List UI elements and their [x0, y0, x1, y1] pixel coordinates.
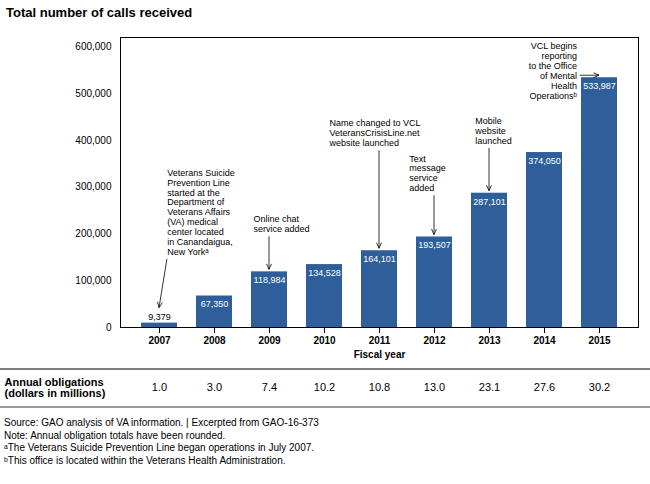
svg-text:3.0: 3.0	[207, 381, 222, 393]
svg-text:2013: 2013	[478, 335, 501, 346]
svg-text:2015: 2015	[588, 335, 611, 346]
svg-text:200,000: 200,000	[75, 228, 112, 239]
html-text:ᵃThe Veterans Suicide Preventi: ᵃThe Veterans Suicide Prevention Line be…	[4, 442, 314, 453]
svg-text:100,000: 100,000	[75, 275, 112, 286]
svg-text:Online chatservice added: Online chatservice added	[254, 214, 310, 234]
svg-text:7.4: 7.4	[262, 381, 277, 393]
html-text:Total number of calls received: Total number of calls received	[6, 5, 193, 20]
html-text:Note: Annual obligation totals: Note: Annual obligation totals have been…	[4, 429, 226, 441]
svg-text:300,000: 300,000	[75, 181, 112, 192]
svg-text:533,987: 533,987	[583, 81, 616, 91]
svg-text:Textmessageserviceadded: Textmessageserviceadded	[409, 154, 446, 194]
svg-text:134,528: 134,528	[308, 268, 341, 278]
svg-text:Veterans SuicidePrevention Lin: Veterans SuicidePrevention Linestarted a…	[167, 168, 235, 257]
svg-text:Name changed to VCLVeteransCri: Name changed to VCLVeteransCrisisLine.ne…	[329, 118, 421, 148]
svg-text:10.8: 10.8	[369, 381, 390, 393]
svg-text:2010: 2010	[313, 335, 336, 346]
svg-text:67,350: 67,350	[201, 299, 229, 309]
svg-text:2009: 2009	[258, 335, 281, 346]
svg-text:193,507: 193,507	[418, 240, 451, 250]
svg-text:118,984: 118,984	[254, 275, 286, 285]
svg-text:1.0: 1.0	[152, 381, 167, 393]
svg-text:Annual obligations(dollars in: Annual obligations(dollars in millions)	[5, 376, 106, 399]
html-text:ᵇThis office is located within: ᵇThis office is located within the Veter…	[4, 454, 286, 466]
svg-text:9,379: 9,379	[148, 312, 171, 322]
svg-text:2014: 2014	[533, 335, 556, 346]
svg-text:Mobilewebsitelaunched: Mobilewebsitelaunched	[474, 116, 512, 146]
svg-text:2007: 2007	[148, 335, 171, 346]
svg-text:13.0: 13.0	[424, 381, 445, 393]
svg-text:0: 0	[106, 322, 112, 333]
svg-text:27.6: 27.6	[534, 381, 555, 393]
html-text:Source: GAO analysis of VA inf: Source: GAO analysis of VA information. …	[4, 417, 319, 428]
svg-text:30.2: 30.2	[589, 381, 610, 393]
svg-text:2012: 2012	[423, 335, 446, 346]
svg-text:VCL beginsreportingto the Offi: VCL beginsreportingto the Officeof Menta…	[529, 41, 578, 100]
svg-text:400,000: 400,000	[75, 135, 112, 146]
svg-text:2008: 2008	[203, 335, 226, 346]
svg-text:10.2: 10.2	[314, 381, 335, 393]
svg-text:374,050: 374,050	[528, 156, 561, 166]
svg-text:2011: 2011	[369, 335, 391, 346]
svg-text:600,000: 600,000	[75, 41, 112, 52]
svg-text:500,000: 500,000	[75, 88, 112, 99]
svg-text:Fiscal year: Fiscal year	[354, 349, 406, 360]
svg-text:23.1: 23.1	[479, 381, 500, 393]
svg-text:287,101: 287,101	[473, 197, 506, 207]
svg-text:164,101: 164,101	[363, 254, 396, 264]
